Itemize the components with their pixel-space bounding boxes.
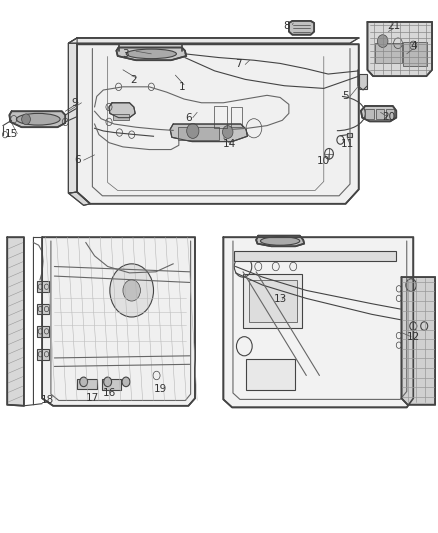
Bar: [177, 127, 219, 140]
Bar: [102, 379, 121, 390]
Circle shape: [80, 377, 88, 386]
Polygon shape: [367, 22, 432, 76]
Polygon shape: [170, 124, 247, 142]
Bar: [37, 349, 49, 360]
Bar: [403, 42, 427, 66]
Text: 21: 21: [387, 21, 400, 31]
Polygon shape: [42, 237, 195, 406]
Polygon shape: [223, 237, 413, 407]
Circle shape: [110, 264, 153, 317]
Text: 7: 7: [235, 60, 242, 69]
Text: 13: 13: [273, 294, 287, 304]
Text: 5: 5: [343, 91, 349, 101]
Text: 8: 8: [283, 21, 290, 31]
Polygon shape: [7, 237, 24, 406]
Polygon shape: [109, 103, 135, 118]
Bar: [231, 107, 242, 127]
Bar: [249, 280, 297, 322]
Polygon shape: [68, 192, 90, 205]
Text: 15: 15: [5, 128, 18, 139]
Bar: [37, 304, 49, 314]
Polygon shape: [68, 38, 359, 43]
Polygon shape: [361, 106, 396, 122]
Bar: [77, 379, 97, 389]
Bar: [246, 359, 295, 390]
Bar: [375, 43, 402, 63]
Text: 12: 12: [406, 332, 420, 342]
Polygon shape: [117, 47, 186, 60]
Circle shape: [378, 35, 388, 47]
Text: 4: 4: [410, 41, 417, 51]
Bar: [243, 274, 302, 328]
Ellipse shape: [261, 237, 300, 245]
Bar: [359, 74, 367, 90]
Text: 6: 6: [185, 112, 192, 123]
Bar: [234, 251, 396, 261]
Text: 9: 9: [71, 98, 78, 108]
Bar: [214, 106, 227, 128]
Ellipse shape: [126, 49, 177, 59]
Polygon shape: [402, 277, 435, 405]
Text: 17: 17: [86, 393, 99, 403]
Text: 11: 11: [341, 139, 354, 149]
Circle shape: [21, 114, 30, 125]
Polygon shape: [68, 38, 77, 193]
Text: 16: 16: [102, 388, 116, 398]
Polygon shape: [10, 111, 65, 127]
Text: 3: 3: [122, 49, 128, 59]
Polygon shape: [77, 44, 359, 204]
Polygon shape: [289, 21, 314, 35]
Text: 6: 6: [74, 155, 81, 165]
Bar: [376, 109, 384, 119]
Text: 1: 1: [179, 82, 185, 92]
Text: 18: 18: [41, 395, 54, 406]
Polygon shape: [256, 236, 304, 246]
Ellipse shape: [16, 114, 60, 125]
Bar: [365, 109, 374, 119]
Bar: [347, 133, 352, 137]
Circle shape: [123, 280, 141, 301]
Circle shape: [104, 377, 112, 386]
Text: 20: 20: [382, 111, 395, 122]
Text: 2: 2: [131, 76, 137, 85]
Text: 19: 19: [153, 384, 167, 394]
Bar: [386, 109, 394, 119]
Text: 14: 14: [223, 139, 237, 149]
Circle shape: [223, 126, 233, 139]
Circle shape: [406, 279, 417, 292]
Circle shape: [187, 124, 199, 139]
Circle shape: [122, 377, 130, 386]
Bar: [37, 281, 49, 292]
Bar: [37, 326, 49, 337]
Bar: [113, 114, 129, 120]
Text: 10: 10: [317, 156, 330, 166]
